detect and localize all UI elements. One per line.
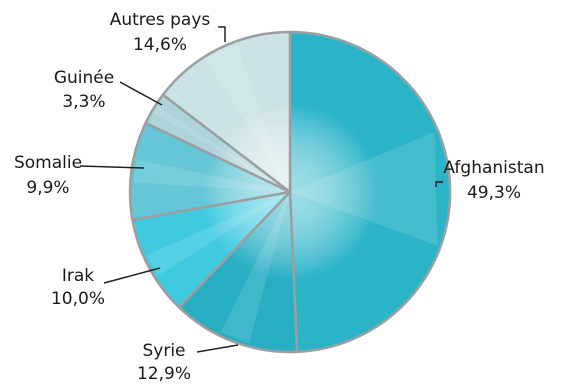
slice-value-label: 14,6% — [133, 35, 187, 55]
slice-value-label: 49,3% — [467, 183, 521, 203]
pie-slice-facet — [205, 44, 290, 192]
slice-value-label: 10,0% — [51, 289, 105, 309]
leader-line — [103, 267, 161, 284]
leader-line — [218, 26, 226, 42]
leader-line — [435, 181, 443, 187]
leader-line — [119, 81, 163, 106]
slice-category-label: Autres pays — [110, 10, 211, 30]
pie-slice-facet — [220, 192, 290, 344]
slice-value-label: 9,9% — [26, 178, 69, 198]
pie-slice-facet — [290, 131, 438, 246]
slice-category-label: Somalie — [14, 153, 82, 173]
slice-value-label: 3,3% — [62, 92, 105, 112]
slice-category-label: Afghanistan — [443, 158, 544, 178]
leader-line — [79, 165, 145, 169]
pie-slice-facet — [146, 192, 290, 277]
leader-line — [196, 344, 239, 353]
slice-category-label: Irak — [62, 266, 94, 286]
pie-slice-facet — [154, 106, 290, 192]
pie-slice-facet — [133, 159, 290, 192]
slice-category-label: Guinée — [54, 68, 114, 88]
pie-rim — [129, 31, 451, 353]
slice-category-label: Syrie — [142, 341, 185, 361]
slice-value-label: 12,9% — [137, 364, 191, 383]
